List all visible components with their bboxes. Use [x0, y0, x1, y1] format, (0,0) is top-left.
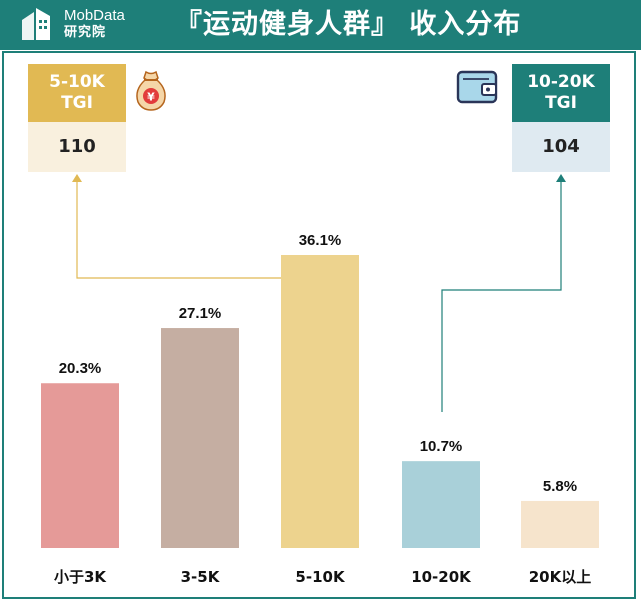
bar-5 [521, 500, 599, 548]
logo-subtitle: 研究院 [64, 25, 107, 40]
svg-text:¥: ¥ [147, 91, 155, 104]
chart-frame [2, 51, 636, 599]
tgi-callout-right: 10-20K TGI 104 [512, 64, 610, 172]
connector-line-left [76, 180, 281, 279]
category-label-2: 3-5K [181, 568, 221, 586]
callout-connectors [72, 174, 566, 412]
bar-4 [402, 461, 480, 548]
bar-3 [281, 255, 359, 548]
category-label-3: 5-10K [295, 568, 346, 586]
category-label-4: 10-20K [411, 568, 472, 586]
category-labels-group: 小于3K 3-5K 5-10K 10-20K 20K以上 [54, 568, 591, 586]
header-bar: MobData 研究院 『运动健身人群』 收入分布 [0, 0, 641, 50]
tgi-callout-left-tgi: TGI [61, 93, 93, 113]
tgi-callout-left: 5-10K TGI 110 [28, 64, 126, 172]
building-logo-icon [22, 8, 50, 40]
value-label-5: 5.8% [543, 478, 577, 495]
tgi-callout-right-value: 104 [512, 122, 610, 172]
tgi-callout-left-value: 110 [28, 122, 126, 172]
value-label-4: 10.7% [420, 438, 463, 455]
tgi-callout-right-range: 10-20K [527, 72, 595, 92]
arrow-head-right-icon [556, 174, 566, 182]
tgi-callout-right-tgi: TGI [545, 93, 577, 113]
bar-2 [161, 328, 239, 548]
category-label-1: 小于3K [54, 568, 107, 586]
connector-line-right [441, 180, 562, 412]
wallet-icon [456, 70, 498, 104]
logo-name: MobData [64, 7, 125, 24]
bar-1 [41, 383, 119, 548]
value-labels-group: 20.3% 27.1% 36.1% 10.7% 5.8% [59, 232, 577, 495]
money-bag-icon: ¥ [136, 70, 166, 111]
logo-text: MobData 研究院 [64, 7, 125, 41]
tgi-callout-left-header: 5-10K TGI [28, 64, 126, 122]
tgi-callout-right-header: 10-20K TGI [512, 64, 610, 122]
arrow-head-left-icon [72, 174, 82, 182]
bars-group [41, 255, 599, 548]
tgi-callout-left-range: 5-10K [49, 72, 105, 92]
value-label-2: 27.1% [179, 305, 222, 322]
value-label-3: 36.1% [299, 232, 342, 249]
page-title: 『运动健身人群』 收入分布 [175, 9, 522, 40]
value-label-1: 20.3% [59, 360, 102, 377]
category-label-5: 20K以上 [529, 568, 592, 586]
